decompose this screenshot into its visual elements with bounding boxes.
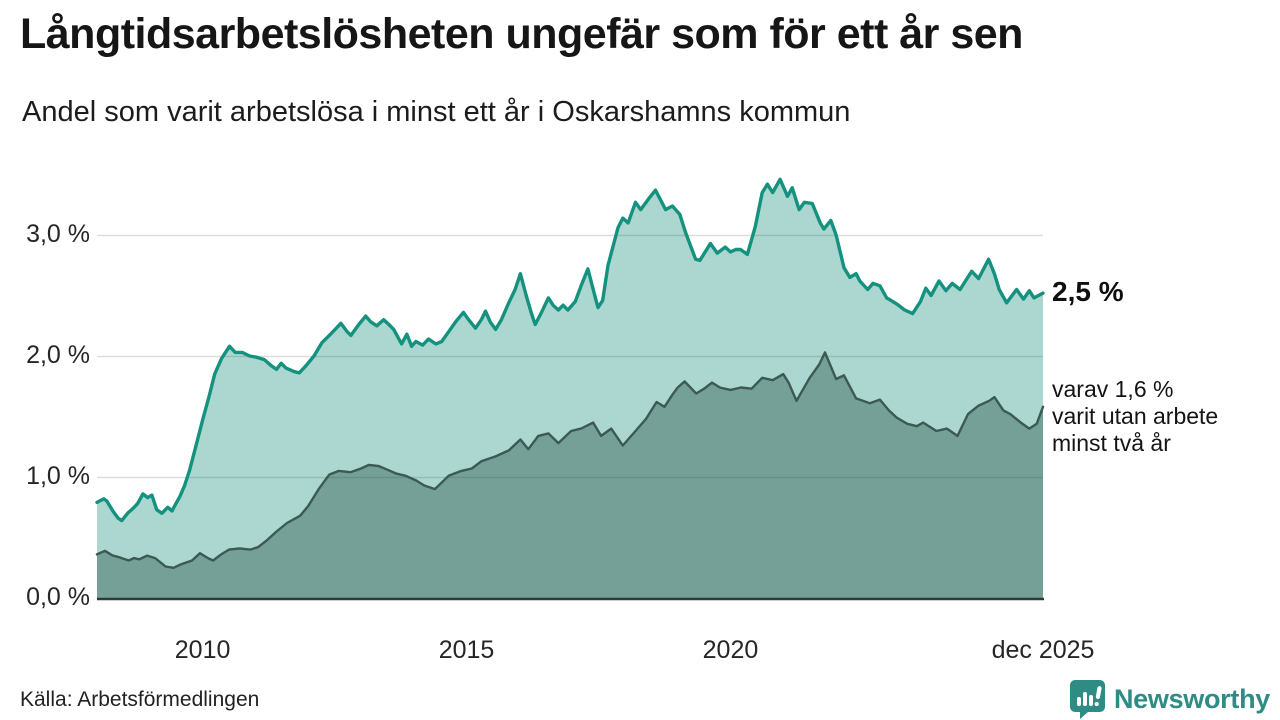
y-axis-label-0: 0,0 % <box>26 583 90 611</box>
line-one-year <box>95 177 1045 523</box>
bar-chart-bubble-icon <box>1069 680 1105 719</box>
chart-subtitle: Andel som varit arbetslösa i minst ett å… <box>22 96 851 128</box>
line-two-year <box>95 351 1045 569</box>
page-title: Långtidsarbetslösheten ungefär som för e… <box>20 10 1023 58</box>
newsworthy-logo[interactable]: Newsworthy <box>1069 679 1270 719</box>
x-axis-label-2010: 2010 <box>174 636 231 664</box>
x-axis-label-2015: 2015 <box>438 636 495 664</box>
latest-value-annotation: 2,5 % <box>1052 276 1124 308</box>
two-year-annotation-line-3: minst två år <box>1052 430 1171 456</box>
y-axis-label-3: 3,0 % <box>26 220 90 248</box>
source-attribution: Källa: Arbetsförmedlingen <box>20 688 260 711</box>
two-year-annotation: varav 1,6 % varit utan arbete minst två … <box>1052 376 1218 457</box>
y-axis-label-1: 1,0 % <box>26 462 90 490</box>
two-year-annotation-line-1: varav 1,6 % <box>1052 376 1174 402</box>
x-axis-label-2020: 2020 <box>702 636 759 664</box>
two-year-annotation-line-2: varit utan arbete <box>1052 403 1219 429</box>
newsworthy-wordmark: Newsworthy <box>1113 683 1270 714</box>
x-axis-label-dec-2025: dec 2025 <box>991 636 1095 664</box>
y-axis-label-2: 2,0 % <box>26 341 90 369</box>
area-two-year <box>97 352 1043 598</box>
